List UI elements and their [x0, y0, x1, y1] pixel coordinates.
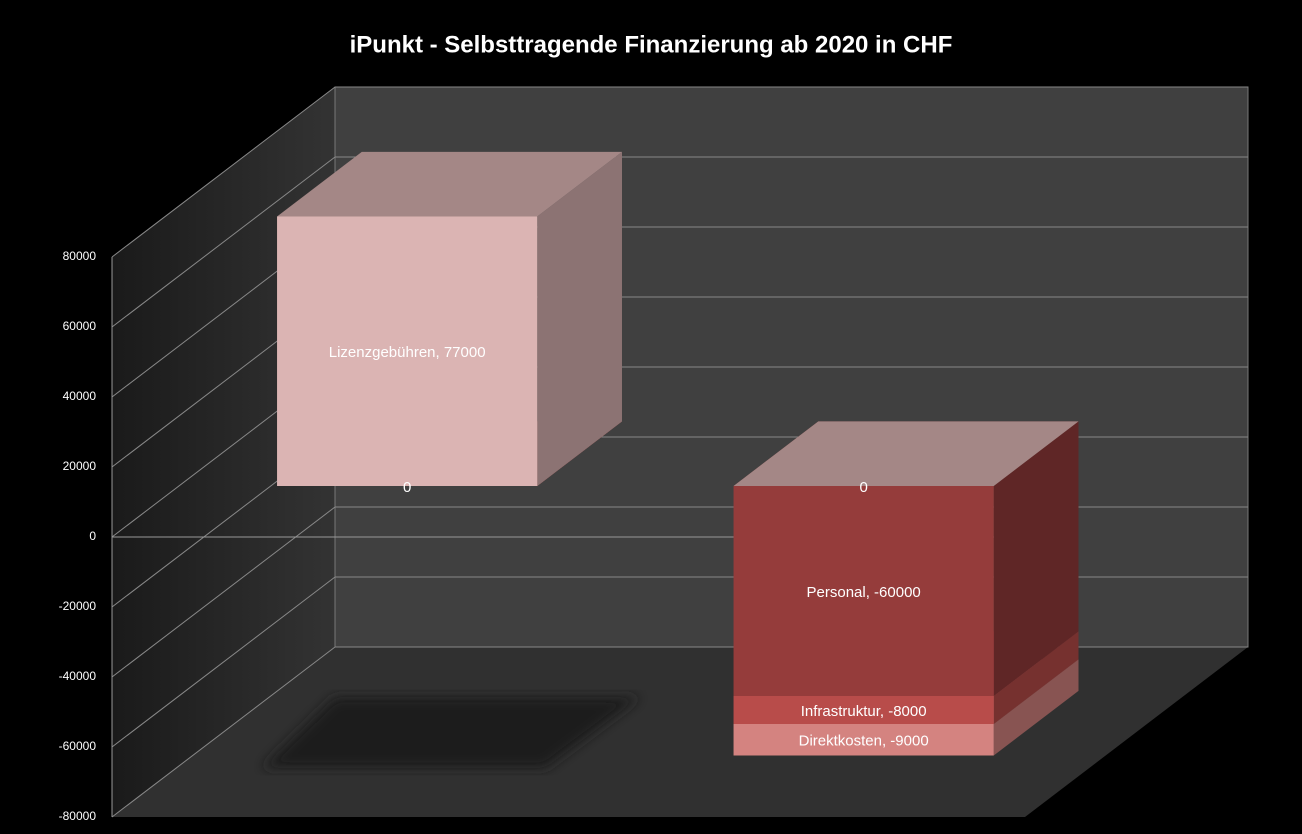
- y-tick-label: 40000: [63, 389, 97, 403]
- grid-line: [111, 156, 336, 328]
- bar: [733, 724, 994, 756]
- y-tick-label: 80000: [63, 249, 97, 263]
- bar: [277, 216, 538, 486]
- bar: [733, 696, 994, 724]
- grid-line: [111, 86, 336, 258]
- shadow: [262, 697, 640, 768]
- bar-side: [537, 151, 622, 486]
- y-tick-label: -20000: [59, 599, 97, 613]
- chart-title: iPunkt - Selbsttragende Finanzierung ab …: [350, 31, 953, 58]
- y-tick-label: -40000: [59, 669, 97, 683]
- bar-side: [993, 421, 1079, 696]
- y-tick-label: 20000: [63, 459, 97, 473]
- bar-side: [993, 631, 1079, 724]
- data-label: Lizenzgebühren, 77000: [329, 344, 486, 361]
- y-tick-label: 0: [89, 529, 96, 543]
- data-label: Personal, -60000: [807, 584, 921, 601]
- data-label: 0: [859, 479, 867, 496]
- bar-side: [993, 659, 1079, 756]
- grid-line: [111, 646, 336, 818]
- grid-line: [111, 576, 336, 748]
- data-label: Direktkosten, -9000: [799, 733, 929, 750]
- data-label: 0: [403, 479, 411, 496]
- grid-line: [111, 506, 336, 678]
- y-tick-label: -60000: [59, 739, 97, 753]
- bar-segment: [733, 421, 1079, 486]
- bar-top: [733, 421, 1079, 486]
- bars: 0 Lizenzgebühren, 77000 Direktkosten, -900…: [277, 151, 1079, 756]
- bar-segment: [277, 151, 622, 486]
- bar-top: [277, 151, 622, 217]
- y-tick-label: -80000: [59, 809, 97, 823]
- data-label: Infrastruktur, -8000: [801, 703, 927, 720]
- y-tick-label: 60000: [63, 319, 97, 333]
- bar: [733, 486, 994, 696]
